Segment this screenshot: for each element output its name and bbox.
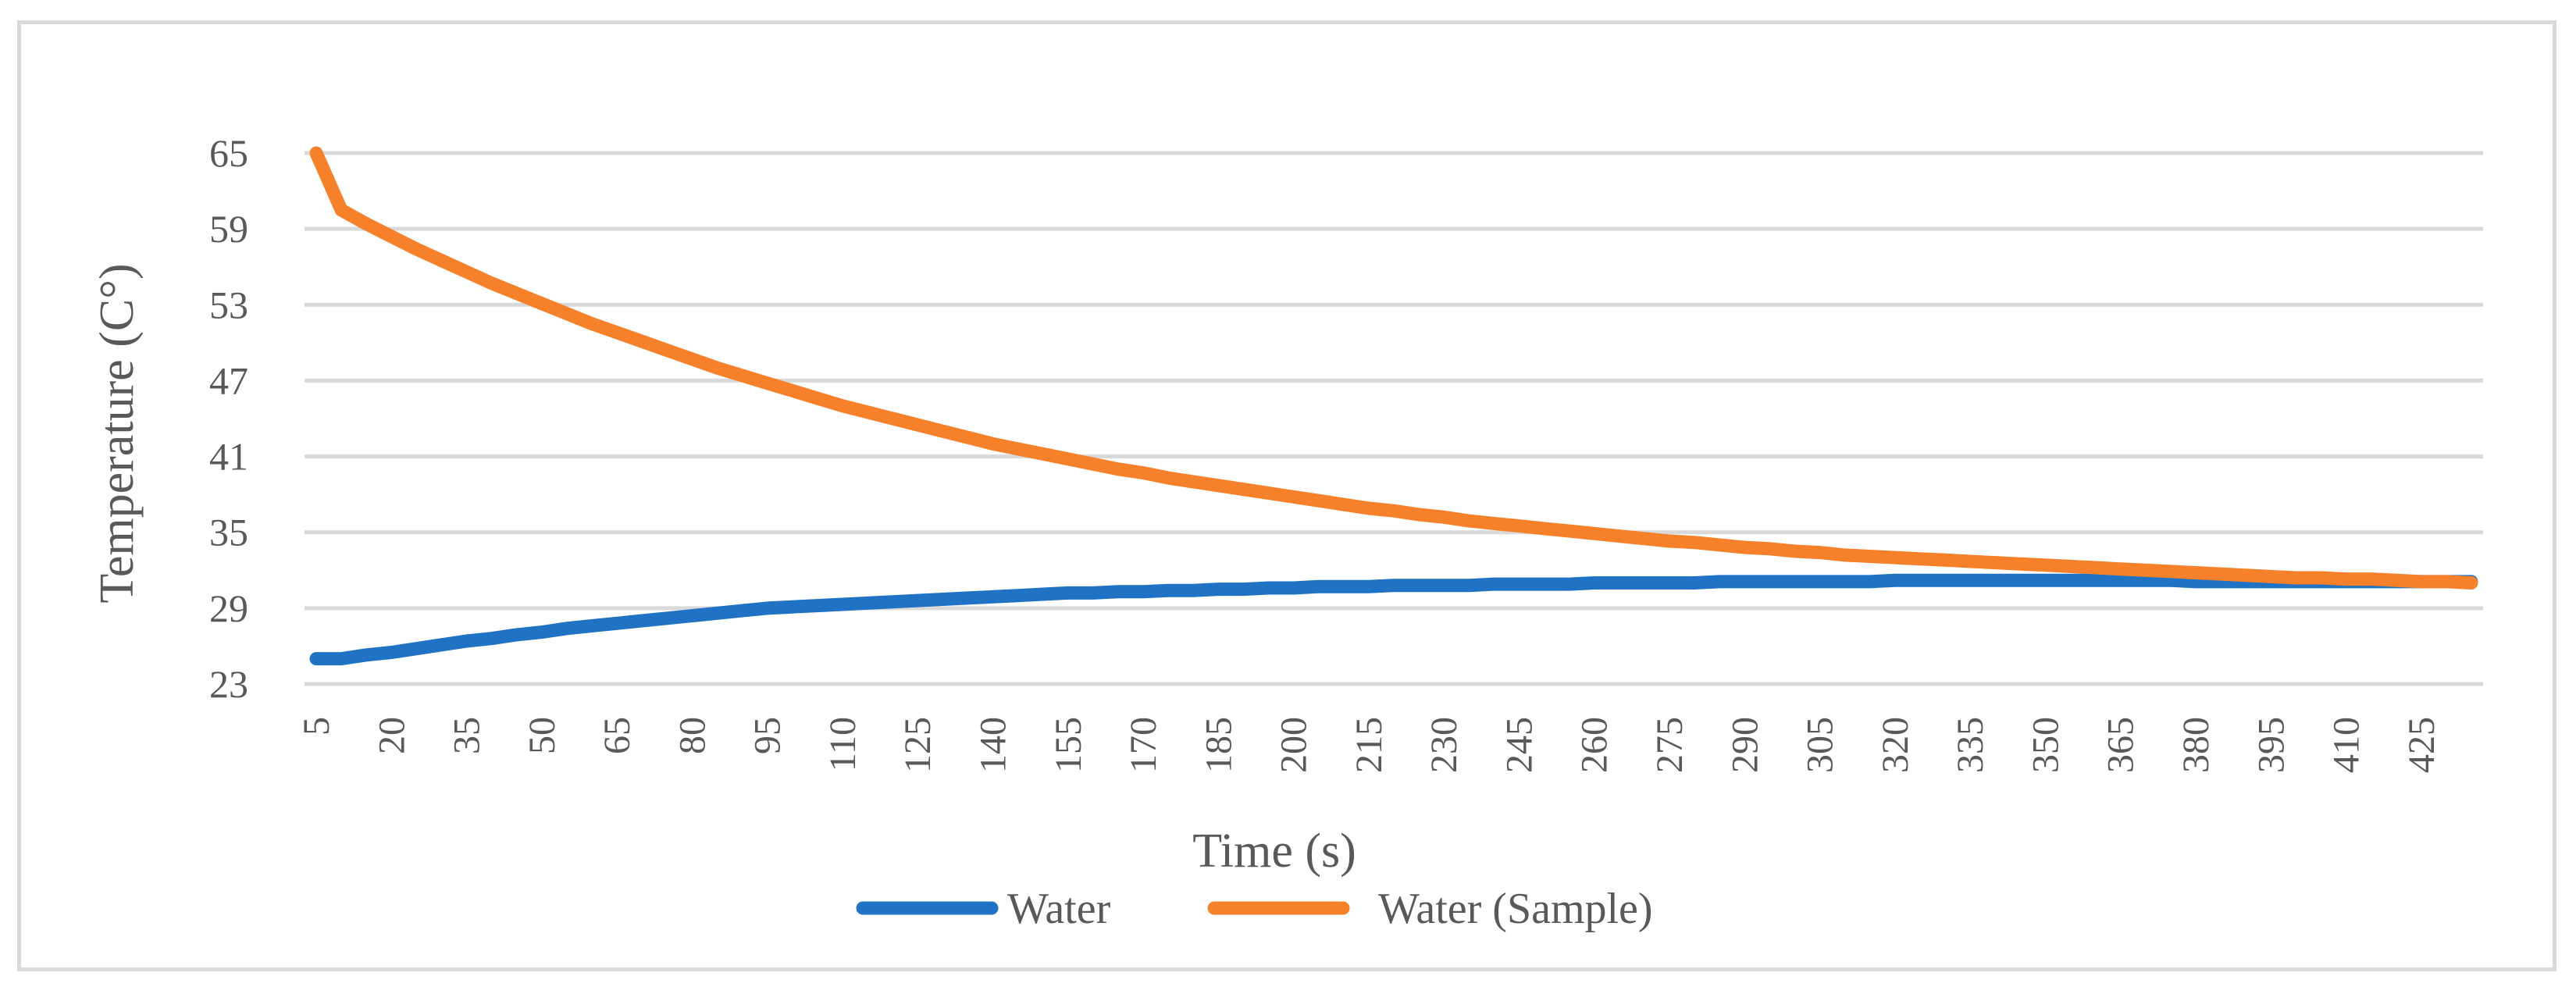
x-tick-label: 260 (1574, 717, 1616, 773)
x-tick-label: 425 (2401, 717, 2442, 773)
legend-label-water-sample[interactable]: Water (Sample) (1378, 885, 1653, 933)
x-tick-label: 140 (973, 717, 1014, 773)
x-tick-label: 305 (1800, 717, 1841, 773)
y-tick-label: 29 (209, 586, 248, 630)
x-tick-label: 245 (1498, 717, 1540, 773)
x-tick-label: 350 (2025, 717, 2066, 773)
series-lines (309, 146, 2478, 666)
x-axis-title: Time (s) (1192, 825, 1356, 878)
x-tick-label: 110 (822, 717, 864, 771)
x-tick-label: 20 (371, 717, 412, 754)
x-axis-tick-labels: 5 20 35 50 65 80 95 110 125 140 155 170 185 200 215 230… (296, 717, 2442, 773)
y-tick-label: 41 (209, 435, 248, 479)
x-tick-label: 410 (2326, 717, 2368, 773)
x-tick-label: 170 (1123, 717, 1164, 773)
y-tick-label: 65 (209, 131, 248, 175)
x-tick-label: 215 (1349, 717, 1390, 773)
x-tick-label: 5 (296, 717, 337, 736)
series-line-water-sample (309, 146, 2478, 590)
x-tick-label: 65 (597, 717, 638, 754)
y-tick-label: 23 (209, 662, 248, 706)
y-axis-title: Temperature (C°) (91, 263, 144, 603)
gridlines (305, 151, 2483, 686)
y-tick-label: 35 (209, 511, 248, 554)
x-tick-label: 335 (1950, 717, 1991, 773)
x-tick-label: 125 (897, 717, 939, 773)
y-tick-label: 59 (209, 207, 248, 251)
legend-label-water[interactable]: Water (1007, 885, 1111, 933)
x-tick-label: 290 (1724, 717, 1765, 773)
x-tick-label: 95 (747, 717, 789, 754)
x-tick-label: 365 (2100, 717, 2142, 773)
x-tick-label: 200 (1274, 717, 1315, 773)
x-tick-label: 35 (447, 717, 488, 754)
x-tick-label: 320 (1875, 717, 1916, 773)
x-tick-label: 395 (2250, 717, 2292, 773)
x-tick-label: 185 (1198, 717, 1239, 773)
x-tick-label: 80 (672, 717, 713, 754)
x-tick-label: 275 (1649, 717, 1691, 773)
y-tick-label: 53 (209, 283, 248, 326)
legend[interactable]: Water Water (Sample) (856, 885, 1653, 933)
x-tick-label: 155 (1048, 717, 1089, 773)
x-tick-label: 50 (522, 717, 563, 754)
series-line-water (309, 573, 2478, 666)
x-tick-label: 380 (2175, 717, 2217, 773)
x-tick-label: 230 (1423, 717, 1465, 773)
y-axis-tick-labels: 23 29 35 41 47 53 59 65 (209, 131, 248, 706)
y-tick-label: 47 (209, 358, 248, 402)
